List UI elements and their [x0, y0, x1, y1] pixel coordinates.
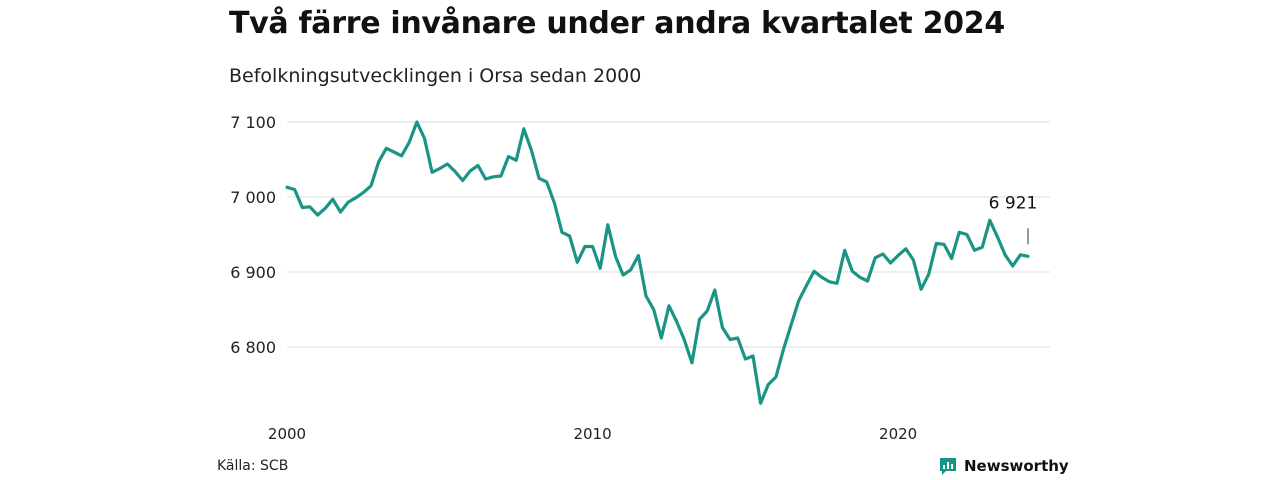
x-tick-label: 2000 [268, 425, 306, 443]
series-line-population [285, 120, 1030, 405]
x-axis-tick-labels: 2000 2010 2020 [268, 425, 917, 443]
source-note: Källa: SCB [217, 458, 289, 474]
gridlines [287, 121, 1050, 348]
brand-name: Newsworthy [964, 457, 1069, 475]
annotation-last-value: 6 921 [989, 193, 1038, 213]
y-tick-label: 6 800 [230, 338, 276, 357]
x-tick-label: 2020 [879, 425, 917, 443]
y-axis-tick-labels: 6 800 6 900 7 000 7 100 [230, 113, 276, 357]
y-tick-label: 7 100 [230, 113, 276, 132]
chart-title: Två färre invånare under andra kvartalet… [229, 6, 1005, 41]
brand-logo[interactable]: Newsworthy [938, 456, 1069, 476]
newsworthy-logo-icon [940, 458, 956, 475]
x-tick-label: 2010 [573, 425, 611, 443]
y-tick-label: 6 900 [230, 263, 276, 282]
chart-subtitle: Befolkningsutvecklingen i Orsa sedan 200… [229, 65, 642, 87]
y-tick-label: 7 000 [230, 188, 276, 207]
